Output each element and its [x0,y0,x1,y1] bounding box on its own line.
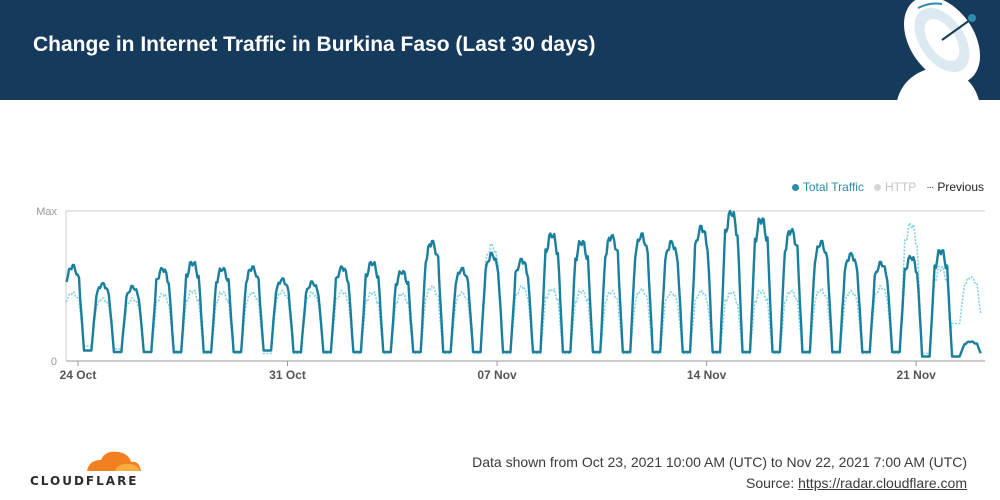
x-tick-label: 07 Nov [477,368,517,382]
brand-wordmark: CLOUDFLARE [30,474,139,488]
y-tick-label: 0 [51,356,57,368]
x-tick-label: 24 Oct [60,368,97,382]
legend-label: Total Traffic [802,180,864,194]
page-title: Change in Internet Traffic in Burkina Fa… [33,33,596,56]
source-label: Source: [745,475,795,491]
legend-dots-icon: ··· [926,181,934,193]
traffic-line-chart: Max 024 Oct 31 Oct 07 Nov 14 Nov 21 Nov [36,206,985,382]
series-line-previous [65,220,982,355]
cloud-logo-icon [87,451,141,471]
legend-label: Previous [937,180,984,194]
y-tick-label: Max [36,206,57,218]
radar-dish-icon [897,0,981,100]
date-range-text: Data shown from Oct 23, 2021 10:00 AM (U… [472,454,967,470]
source-link[interactable]: https://radar.cloudflare.com [798,475,967,491]
x-tick-label: 14 Nov [687,368,727,382]
x-tick-label: 31 Oct [269,368,306,382]
series-line-total-traffic [65,209,982,358]
x-tick-label: 21 Nov [896,368,936,382]
footer-info: Data shown from Oct 23, 2021 10:00 AM (U… [472,452,967,494]
source-line: Source: https://radar.cloudflare.com [472,473,967,494]
header-banner: Change in Internet Traffic in Burkina Fa… [0,0,1000,100]
legend-item-http[interactable]: HTTP [873,180,917,194]
legend-dot-icon [873,183,881,191]
legend-item-total-traffic[interactable]: Total Traffic [791,180,864,194]
legend-label: HTTP [884,180,917,194]
chart-legend: Total Traffic HTTP ··· Previous [791,180,984,194]
legend-item-previous[interactable]: ··· Previous [926,180,984,194]
legend-dot-icon [791,183,799,191]
